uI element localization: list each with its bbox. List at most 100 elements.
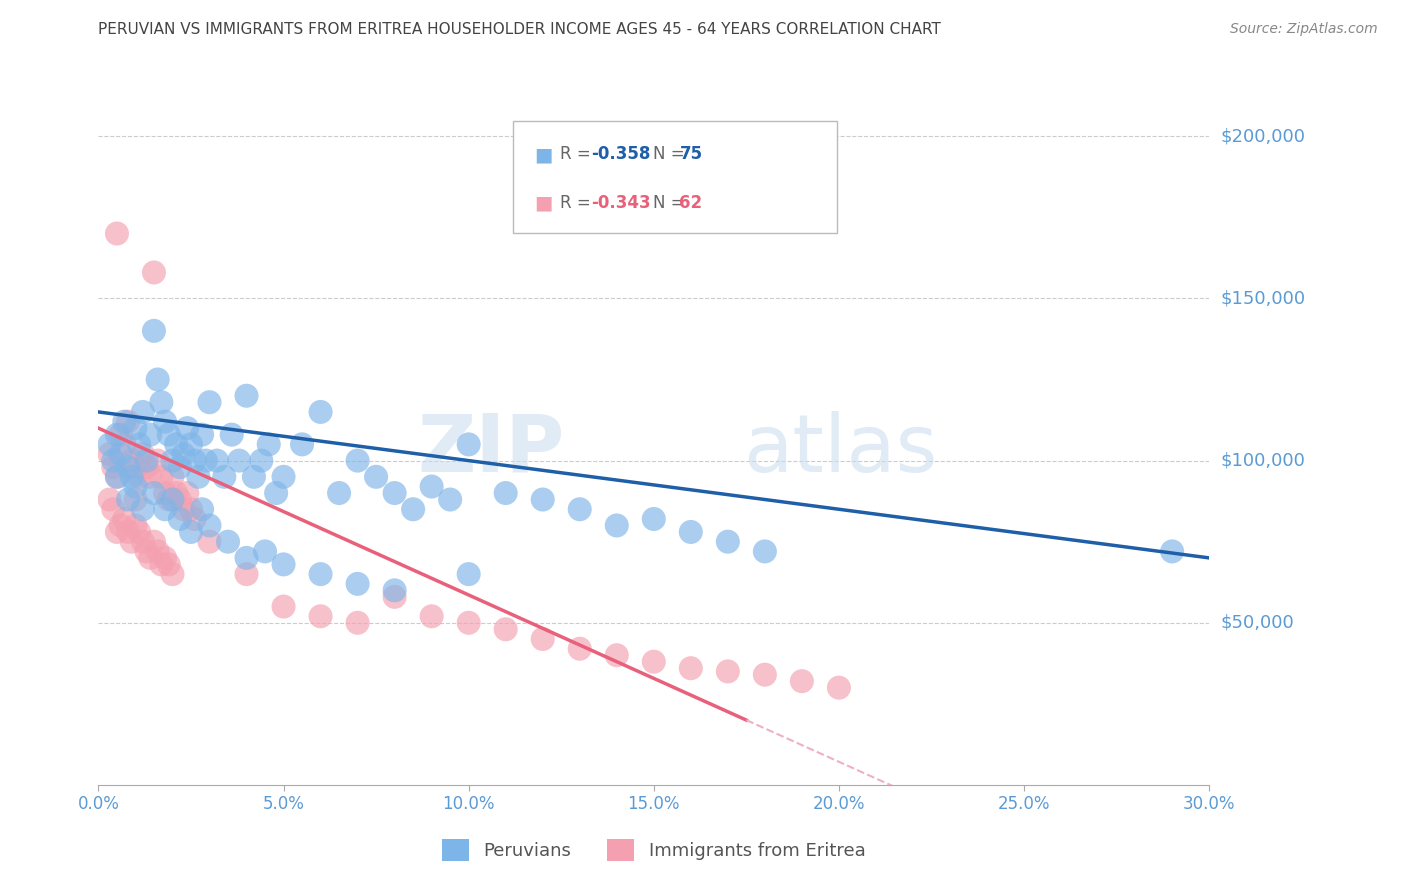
- Point: [124, 492, 146, 507]
- Point: [221, 427, 243, 442]
- Text: N =: N =: [652, 194, 689, 211]
- Point: [568, 502, 591, 516]
- Point: [457, 615, 479, 630]
- Point: [124, 479, 146, 493]
- Point: [98, 447, 121, 461]
- Point: [150, 395, 173, 409]
- Point: [198, 395, 221, 409]
- Text: R =: R =: [560, 145, 596, 163]
- Point: [132, 447, 155, 461]
- Point: [384, 486, 406, 500]
- Point: [153, 550, 176, 565]
- Point: [150, 470, 173, 484]
- Point: [309, 609, 332, 624]
- Text: Source: ZipAtlas.com: Source: ZipAtlas.com: [1230, 22, 1378, 37]
- Point: [198, 534, 221, 549]
- Point: [103, 453, 125, 467]
- Point: [128, 470, 150, 484]
- Point: [132, 502, 155, 516]
- Point: [105, 524, 128, 539]
- Point: [143, 324, 166, 338]
- Point: [112, 437, 135, 451]
- Point: [132, 405, 155, 419]
- Point: [235, 389, 257, 403]
- Point: [112, 415, 135, 429]
- Point: [243, 470, 266, 484]
- Text: $100,000: $100,000: [1220, 451, 1305, 469]
- Point: [165, 437, 187, 451]
- Text: R =: R =: [560, 194, 596, 211]
- Point: [124, 421, 146, 435]
- Point: [717, 665, 740, 679]
- Point: [253, 544, 276, 558]
- Point: [143, 534, 166, 549]
- Point: [135, 453, 157, 467]
- Point: [180, 437, 202, 451]
- Text: ZIP: ZIP: [418, 410, 565, 489]
- Point: [346, 453, 368, 467]
- Point: [176, 421, 198, 435]
- Point: [162, 567, 184, 582]
- Point: [328, 486, 350, 500]
- Point: [135, 460, 157, 475]
- Point: [105, 427, 128, 442]
- Point: [176, 486, 198, 500]
- Point: [139, 427, 162, 442]
- Point: [98, 492, 121, 507]
- Text: ■: ■: [534, 145, 553, 164]
- Point: [643, 655, 665, 669]
- Point: [273, 599, 295, 614]
- Point: [110, 518, 132, 533]
- Point: [117, 524, 139, 539]
- Point: [235, 567, 257, 582]
- Point: [173, 502, 195, 516]
- Text: -0.343: -0.343: [591, 194, 651, 211]
- Text: 75: 75: [679, 145, 703, 163]
- Point: [162, 453, 184, 467]
- Point: [117, 460, 139, 475]
- Point: [135, 544, 157, 558]
- Point: [264, 486, 287, 500]
- Point: [1161, 544, 1184, 558]
- Point: [169, 512, 191, 526]
- Point: [191, 502, 214, 516]
- Point: [346, 615, 368, 630]
- Point: [183, 512, 205, 526]
- Point: [250, 453, 273, 467]
- Point: [346, 577, 368, 591]
- Point: [146, 544, 169, 558]
- Point: [153, 486, 176, 500]
- Point: [162, 470, 184, 484]
- Point: [828, 681, 851, 695]
- Point: [157, 492, 180, 507]
- Point: [143, 265, 166, 279]
- Text: -0.358: -0.358: [591, 145, 650, 163]
- Point: [165, 486, 187, 500]
- Point: [606, 648, 628, 663]
- Point: [309, 405, 332, 419]
- Text: $200,000: $200,000: [1220, 128, 1305, 145]
- Point: [309, 567, 332, 582]
- Text: atlas: atlas: [742, 410, 936, 489]
- Point: [790, 674, 813, 689]
- Point: [531, 492, 554, 507]
- Point: [235, 550, 257, 565]
- Text: $150,000: $150,000: [1220, 289, 1305, 308]
- Point: [606, 518, 628, 533]
- Point: [384, 590, 406, 604]
- Point: [457, 567, 479, 582]
- Point: [150, 558, 173, 572]
- Point: [717, 534, 740, 549]
- Text: ■: ■: [534, 194, 553, 212]
- Point: [205, 453, 228, 467]
- Text: 62: 62: [679, 194, 703, 211]
- Point: [228, 453, 250, 467]
- Point: [153, 415, 176, 429]
- Point: [117, 415, 139, 429]
- Point: [128, 524, 150, 539]
- Point: [531, 632, 554, 646]
- Point: [194, 453, 217, 467]
- Point: [105, 470, 128, 484]
- Text: PERUVIAN VS IMMIGRANTS FROM ERITREA HOUSEHOLDER INCOME AGES 45 - 64 YEARS CORREL: PERUVIAN VS IMMIGRANTS FROM ERITREA HOUS…: [98, 22, 941, 37]
- Point: [180, 502, 202, 516]
